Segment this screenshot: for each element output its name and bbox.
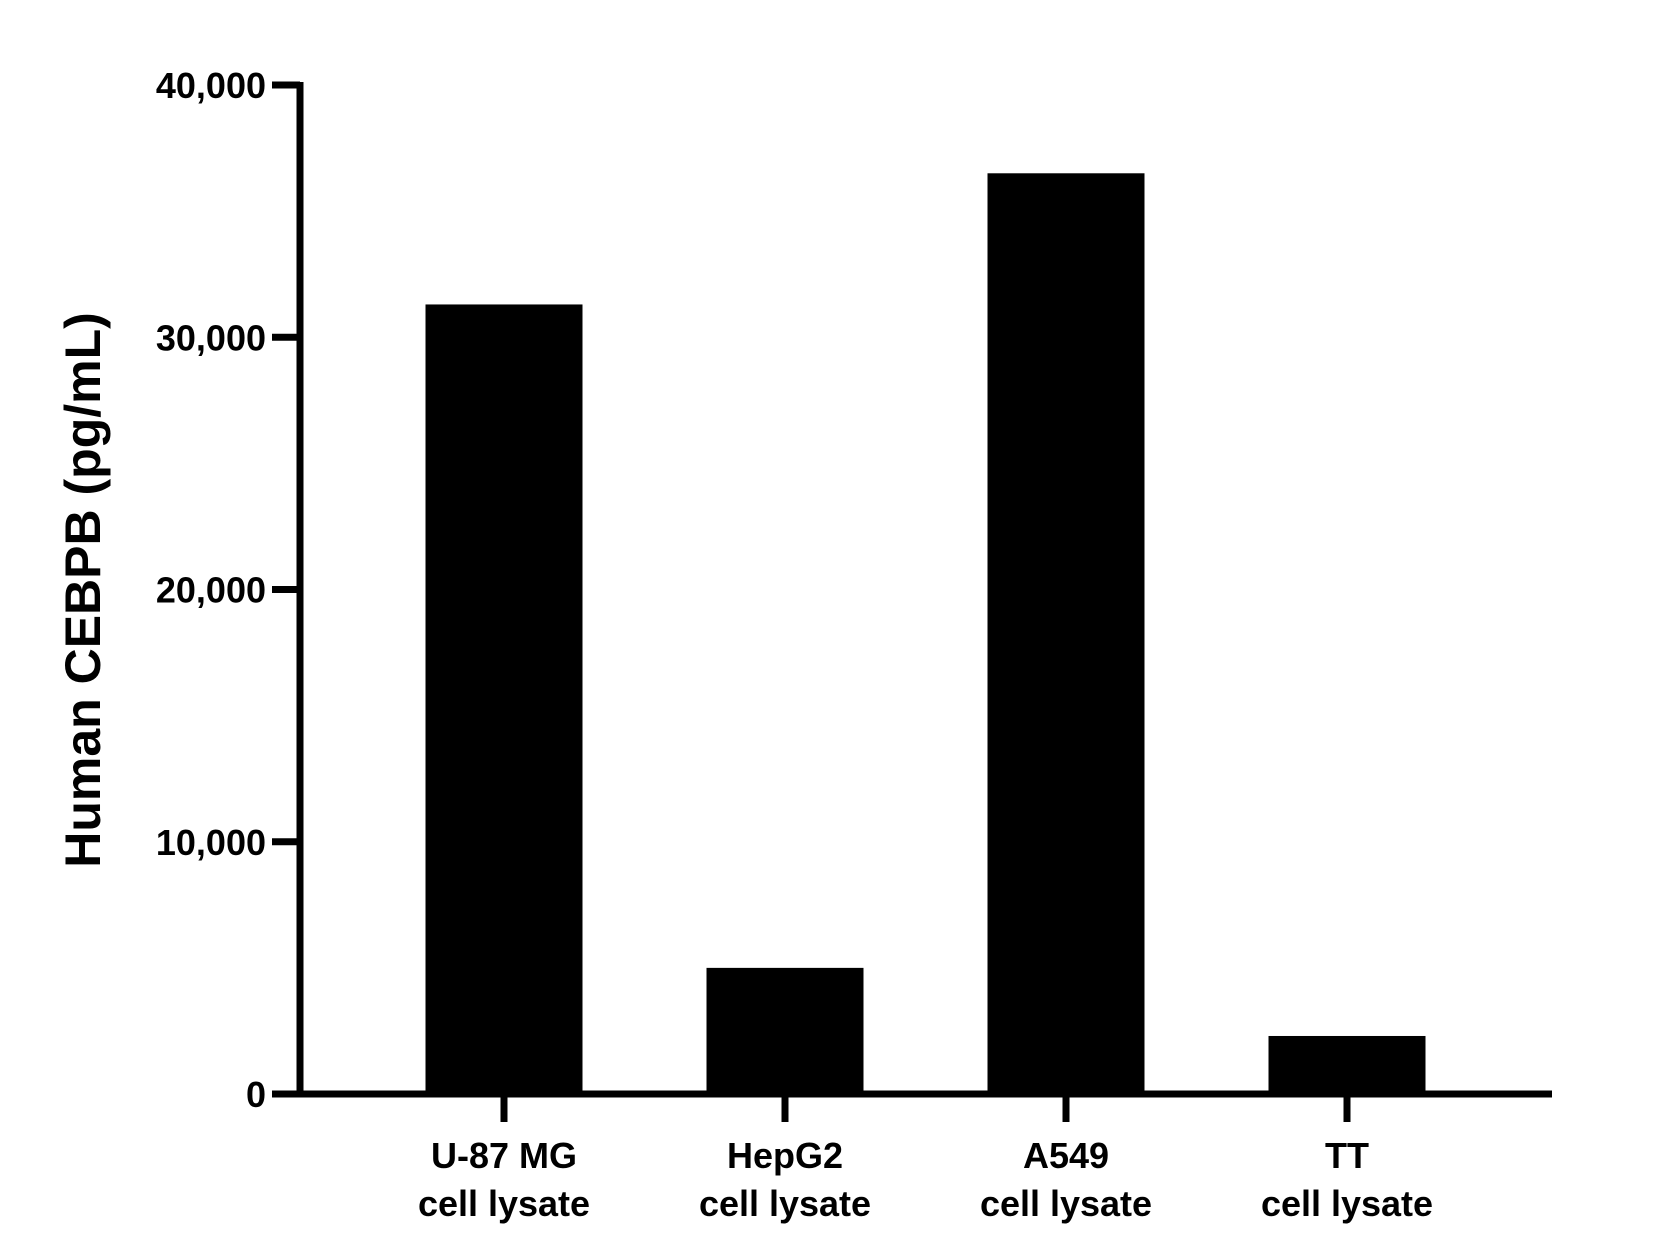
y-tick-label-4: 40,000	[156, 65, 266, 106]
category-label-2-line1: HepG2	[727, 1135, 843, 1176]
y-tick-label-1: 10,000	[156, 822, 266, 863]
y-tick-label-2: 20,000	[156, 570, 266, 611]
category-label-2-line2: cell lysate	[699, 1183, 871, 1224]
category-label-4-line1: TT	[1325, 1135, 1369, 1176]
bars-layer	[425, 173, 1426, 1095]
bar-1	[425, 304, 583, 1094]
category-label-3-line1: A549	[1023, 1135, 1109, 1176]
category-label-4-line2: cell lysate	[1261, 1183, 1433, 1224]
y-axis-title: Human CEBPB (pg/mL)	[55, 312, 111, 868]
y-tick-label-3: 30,000	[156, 317, 266, 358]
category-label-1-line1: U-87 MG	[431, 1135, 577, 1176]
bar-3	[987, 173, 1145, 1095]
bar-4	[1268, 1035, 1426, 1094]
axes-layer	[272, 81, 1552, 1122]
bar-2	[706, 967, 864, 1094]
category-label-1-line2: cell lysate	[418, 1183, 590, 1224]
labels-layer: 0 10,000 20,000 30,000 40,000 U-87 MG cell lys…	[55, 65, 1433, 1224]
category-label-3-line2: cell lysate	[980, 1183, 1152, 1224]
y-tick-label-0: 0	[246, 1074, 266, 1115]
